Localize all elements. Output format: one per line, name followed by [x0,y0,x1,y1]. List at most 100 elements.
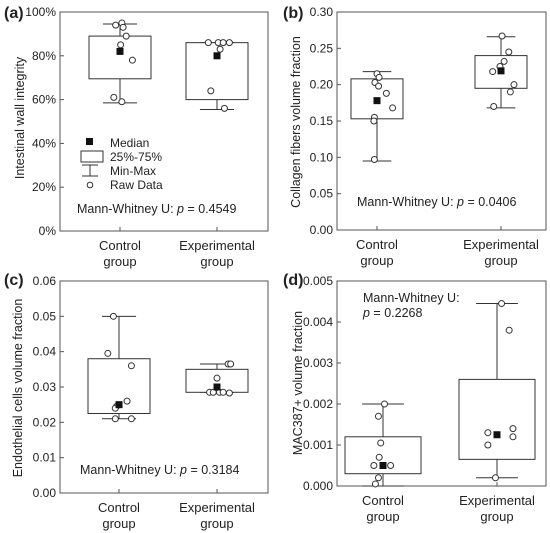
panel-c-raw-point [127,362,135,370]
panel-a-ytick-label: 80% [32,49,56,63]
legend-whisker-label: Min-Max [110,164,156,178]
panel-c-median-marker [213,383,221,391]
panel-d-raw-point [371,480,379,488]
panel-a-ytick-label: 20% [32,180,56,194]
panel-d-raw-point [491,474,499,482]
panel-a-raw-point [119,23,127,31]
panel-a-ylabel: Intestinal wall integrity [13,56,27,179]
panel-a-raw-point [216,45,224,53]
panel-d-raw-point [370,462,378,469]
panel-b-ytick-label: 0.25 [310,41,334,55]
panel-b-raw-point [370,117,378,125]
panel-b-raw-point [489,68,497,76]
panel-d-raw-point [498,300,506,308]
panel-a-letter: (a) [4,5,24,22]
panel-b-raw-point [375,73,383,81]
panel-d-category-label: Experimental group [459,493,535,524]
panel-a-raw-point [204,39,212,47]
panel-c-ytick-label: 0.04 [33,345,57,359]
panel-a-raw-point [219,39,227,47]
panel-c-plot: 0.00 0.01 0.02 0.03 0.04 0.05 0.06 Control group… [33,274,269,531]
panel-c-raw-point [123,397,131,405]
panel-d-ytick-label: 0.002 [303,397,333,411]
legend-box-marker [80,150,104,163]
panel-b-median-marker [497,67,505,75]
panel-c-stat-text: Mann-Whitney U: p = 0.3184 [80,463,240,477]
panel-a-ytick-label: 60% [32,93,56,107]
panel-a-median-marker [213,52,221,60]
panel-a-category-label: Experimental group [179,238,255,269]
panel-b-ytick-label: 0.00 [310,223,334,237]
panel-b-ytick-label: 0.30 [310,5,334,19]
panel-d-raw-point [505,326,513,334]
panel-a-raw-point [110,93,118,101]
panel-b-median-marker [373,97,381,105]
panel-b-raw-point [370,156,378,164]
panel-c-raw-point [109,312,117,320]
panel-a-ytick-label: 0% [39,224,57,238]
panel-a-raw-point [112,21,120,29]
panel-b-stat-text: Mann-Whitney U: p = 0.0406 [357,195,517,209]
panel-a-raw-point [220,104,228,112]
panel-a-box [185,42,249,101]
panel-d-ytick-label: 0.005 [303,274,333,288]
panel-d-ytick-label: 0.000 [303,479,333,493]
panel-d-raw-point [374,474,382,482]
panel-d-raw-point [374,412,382,420]
panel-d-stat-text: Mann-Whitney U: p = 0.2268 [362,291,460,320]
panel-c-raw-point [104,349,112,357]
panel-b-raw-point [510,81,518,89]
panel-d-raw-point [509,425,517,433]
panel-b-raw-point [500,57,508,65]
panel-c-raw-point [219,388,227,396]
panel-b-raw-point [505,48,513,56]
panel-c-raw-point [111,415,119,423]
panel-b-plot: 0.00 0.05 0.10 0.15 0.20 0.25 0.30 Control group… [310,5,547,268]
panel-c-raw-point [213,374,221,382]
panel-b-raw-point [490,102,498,110]
panel-a-plot: 0% 20% 40% 60% 80% 100% Control group Experiment… [25,5,269,269]
panel-c-ytick-label: 0.06 [33,274,57,288]
panel-a-raw-point [128,56,136,64]
panel-c-ytick-label: 0.05 [33,309,57,323]
panel-d: (d) MAC387+ volume fraction 0.0000.0010.… [283,272,547,524]
panel-b-ytick-label: 0.15 [310,114,334,128]
panel-b-ylabel: Collagen fibers volume fraction [289,36,303,208]
panel-d-raw-point [509,433,517,441]
panel-a-raw-point [118,98,126,106]
panel-d-raw-point [387,462,395,469]
panel-d-raw-point [375,453,383,461]
legend-raw-label: Raw Data [110,178,163,192]
panel-a-median-marker [116,47,124,55]
panel-d-raw-point [377,439,385,447]
panel-c-ytick-label: 0.03 [33,380,57,394]
legend-raw-marker [86,181,94,189]
panel-b-ytick-label: 0.20 [310,78,334,92]
panel-a-raw-point [117,41,125,49]
panel-d-ytick-label: 0.001 [303,438,333,452]
panel-c-letter: (c) [4,272,24,289]
panel-a-ytick-label: 40% [32,136,56,150]
panel-d-ylabel: MAC387+ volume fraction [291,311,305,455]
legend-median-marker [86,138,93,145]
panel-c: (c) Endothelial cells volume fraction 0.… [4,272,269,531]
panel-b: (b) Collagen fibers volume fraction 0.00… [283,5,547,268]
panel-a-category-label: Control group [99,238,141,269]
panel-c-category-label: Experimental group [179,500,255,531]
panel-b-ytick-label: 0.05 [310,187,334,201]
panel-d-ytick-label: 0.003 [303,356,333,370]
panel-c-raw-point [127,415,135,423]
panel-c-raw-point [225,389,233,397]
panel-b-raw-point [389,104,397,112]
panel-c-ytick-label: 0.02 [33,415,57,429]
panel-b-category-label: Experimental group [463,237,539,268]
panel-a-raw-point [122,32,130,40]
legend-box-label: 25%-75% [110,150,162,164]
panel-c-median-marker [115,401,123,409]
panel-a-raw-point [225,39,233,47]
panel-d-plot: 0.000 0.001 0.002 0.003 0.004 0.005 Control gro… [303,274,547,524]
panel-c-raw-point [227,360,235,368]
panel-a-ytick-label: 100% [25,5,56,19]
panel-c-ylabel: Endothelial cells volume fraction [11,299,25,478]
